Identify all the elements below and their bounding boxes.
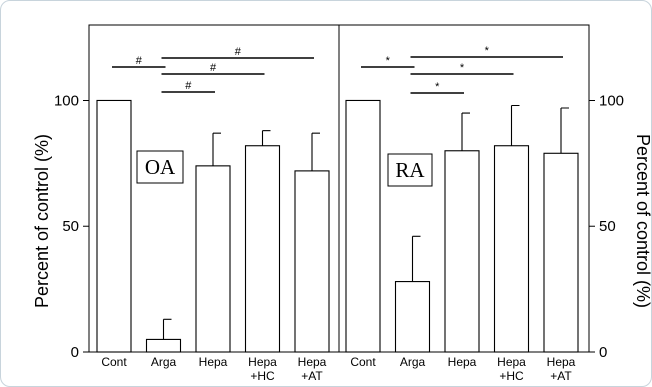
significance-marker: *: [485, 45, 490, 57]
y-tick-label: 100: [54, 92, 79, 109]
significance-marker: *: [460, 62, 465, 74]
x-tick-label: Arga: [151, 355, 177, 369]
y-tick-label: 100: [599, 92, 624, 109]
significance-marker: #: [210, 62, 217, 74]
bar: [294, 170, 330, 353]
significance-marker: #: [235, 46, 242, 58]
panel-label-box: [387, 153, 433, 187]
bar: [145, 338, 182, 353]
x-tick-label: Hepa: [448, 355, 477, 369]
x-tick-label: Cont: [101, 355, 127, 369]
x-tick-label: Arga: [400, 355, 426, 369]
x-tick-label: Hepa: [248, 355, 277, 369]
significance-marker: #: [136, 55, 143, 67]
x-tick-label: +AT: [301, 369, 323, 383]
x-tick-label: +HC: [499, 369, 524, 383]
significance-marker: *: [386, 55, 391, 67]
panel-label: RA: [395, 158, 425, 182]
panel-label-box: [136, 150, 184, 184]
y-tick-label: 0: [599, 344, 607, 361]
y-axis-label-right: Percent of control (%): [633, 134, 651, 308]
x-tick-label: Hepa: [298, 355, 327, 369]
panel-label: OA: [145, 155, 176, 179]
y-tick-label: 50: [599, 218, 616, 235]
bar: [493, 145, 530, 353]
x-tick-label: Hepa: [199, 355, 228, 369]
significance-marker: *: [435, 81, 440, 93]
x-tick-label: +HC: [250, 369, 275, 383]
y-axis-label-left: Percent of control (%): [32, 134, 52, 308]
bar: [444, 150, 480, 353]
bar: [543, 152, 579, 353]
bar: [244, 145, 281, 353]
bar: [345, 99, 381, 353]
x-tick-label: Cont: [350, 355, 376, 369]
bar: [394, 281, 431, 353]
y-tick-label: 0: [71, 344, 79, 361]
bar: [195, 165, 231, 353]
x-tick-label: Hepa: [547, 355, 576, 369]
y-tick-label: 50: [62, 218, 79, 235]
bar: [96, 99, 132, 353]
significance-marker: #: [185, 80, 192, 92]
x-tick-label: +AT: [550, 369, 572, 383]
x-tick-label: Hepa: [497, 355, 526, 369]
